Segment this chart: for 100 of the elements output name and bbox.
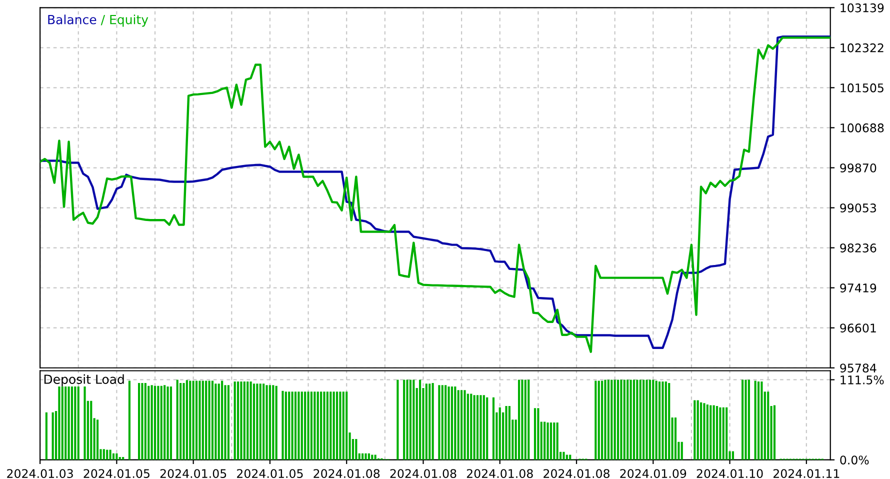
bar [604, 380, 606, 460]
x-tick-label: 2024.01.05 [160, 469, 226, 478]
bar [336, 392, 338, 460]
bar [732, 451, 734, 460]
bar [457, 390, 460, 460]
x-tick-label: 2024.01.11 [773, 469, 840, 478]
bar [712, 405, 715, 460]
bar [211, 380, 214, 460]
y-tick-label: 0.0% [840, 456, 869, 464]
bar [294, 392, 297, 460]
bar [664, 382, 667, 460]
bar [626, 380, 629, 460]
bar [240, 382, 242, 460]
annotation: / [100, 14, 106, 26]
bar [339, 392, 342, 460]
bar [680, 442, 683, 460]
bar [70, 386, 74, 460]
bar [64, 386, 67, 460]
bar [658, 382, 661, 460]
bar [757, 382, 760, 460]
y-tick-label: 100688 [840, 123, 884, 132]
text: Balance [48, 14, 96, 24]
bar [748, 380, 750, 460]
bar [428, 384, 431, 460]
bar [268, 385, 271, 460]
bar [648, 380, 651, 460]
bar [700, 402, 702, 460]
x-tick-label: 2024.01.05 [237, 469, 303, 478]
bar [52, 412, 54, 460]
bar [148, 386, 150, 460]
bar [160, 386, 162, 460]
bar [722, 407, 724, 460]
bar [128, 380, 130, 460]
bar [266, 385, 268, 460]
bar [208, 380, 210, 460]
bar [323, 392, 326, 460]
bar [275, 386, 278, 460]
x-tick-label: 2024.01.08 [466, 469, 533, 478]
bar [316, 392, 319, 460]
bar [332, 392, 335, 460]
bar [205, 380, 208, 460]
bar [441, 385, 444, 460]
bar [470, 394, 472, 460]
bar [466, 394, 469, 460]
y-tick-label: 97419 [840, 284, 876, 292]
bar [754, 380, 756, 460]
bar [246, 382, 249, 460]
bar [528, 380, 530, 460]
bar [662, 382, 664, 460]
bar [195, 380, 198, 460]
bar [74, 386, 76, 460]
x-tick-label: 2024.01.08 [314, 469, 380, 478]
bar [518, 380, 520, 460]
bar [674, 417, 677, 460]
bar [476, 395, 479, 460]
bar [562, 452, 565, 460]
bar [616, 380, 620, 460]
bar [68, 386, 70, 460]
y-tick-label: 95784 [840, 364, 876, 373]
bar [396, 380, 399, 460]
bar [639, 380, 642, 460]
bar [403, 380, 406, 460]
bar [498, 407, 501, 460]
bar [773, 405, 776, 460]
bar [544, 422, 546, 460]
bar [102, 449, 105, 460]
bar [182, 382, 185, 460]
bar [767, 392, 770, 460]
bar [298, 392, 300, 460]
bar [482, 395, 485, 460]
bar [304, 392, 306, 460]
bar [186, 380, 188, 460]
bar [106, 450, 108, 460]
bar [282, 390, 284, 460]
x-tick-label: 2024.01.09 [620, 469, 686, 478]
y-tick-label: 111.5% [840, 375, 884, 384]
bar [224, 385, 226, 460]
bar [61, 386, 64, 460]
bar [642, 380, 645, 460]
bar [176, 380, 178, 460]
bar [744, 380, 747, 460]
bar [419, 380, 422, 460]
bar [256, 384, 258, 460]
bar [144, 382, 146, 460]
bar [655, 380, 658, 460]
bar [189, 380, 192, 460]
bar [614, 380, 616, 460]
bar [90, 400, 92, 460]
bar [594, 380, 597, 460]
bar [234, 382, 236, 460]
bar [508, 406, 510, 460]
bar [620, 380, 622, 460]
bar [259, 384, 262, 460]
bar [412, 380, 415, 460]
bar [150, 385, 153, 460]
bar [610, 380, 613, 460]
bar [607, 380, 610, 460]
bar [694, 400, 696, 460]
bar [141, 382, 144, 460]
y-tick-label: 99870 [840, 163, 876, 172]
